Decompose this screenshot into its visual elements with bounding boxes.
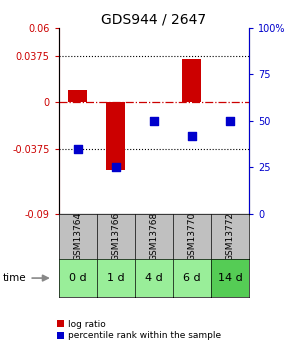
Point [228,118,232,124]
Text: GSM13772: GSM13772 [226,212,234,261]
Bar [182,59,201,102]
Text: 14 d: 14 d [218,273,242,283]
Text: GSM13764: GSM13764 [73,212,82,261]
Bar [106,102,125,170]
Text: 4 d: 4 d [145,273,163,283]
Legend: log ratio, percentile rank within the sample: log ratio, percentile rank within the sa… [57,320,221,341]
Title: GDS944 / 2647: GDS944 / 2647 [101,12,206,27]
Point [113,165,118,170]
Text: 0 d: 0 d [69,273,86,283]
Point [75,146,80,151]
Bar [68,90,87,102]
Text: GSM13766: GSM13766 [111,212,120,261]
Point [151,118,156,124]
Text: time: time [3,273,27,283]
Text: 1 d: 1 d [107,273,125,283]
Text: GSM13770: GSM13770 [188,212,196,261]
Text: 6 d: 6 d [183,273,201,283]
Text: GSM13768: GSM13768 [149,212,158,261]
Point [190,133,194,138]
